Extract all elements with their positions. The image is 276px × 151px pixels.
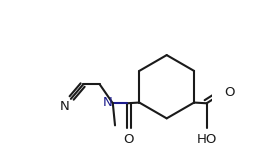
Text: N: N — [102, 96, 112, 109]
Text: N: N — [59, 100, 69, 113]
Text: O: O — [123, 133, 133, 146]
Text: O: O — [224, 87, 235, 100]
Text: HO: HO — [197, 133, 217, 146]
